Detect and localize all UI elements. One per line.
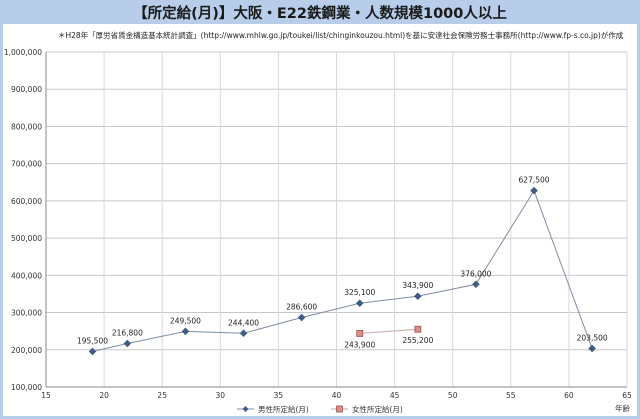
x-tick-label: 35 [274,391,284,400]
y-tick-label: 600,000 [11,197,42,206]
data-label: 343,900 [402,281,433,290]
data-point-male [355,299,364,308]
x-axis-title: 年齢 [615,403,630,413]
data-label: 249,500 [170,316,201,325]
data-label: 203,500 [577,333,608,342]
x-tick-label: 15 [41,391,51,400]
data-point-male [88,347,97,356]
data-label: 325,100 [344,288,375,297]
y-tick-label: 1,000,000 [4,48,42,57]
legend-female-label: 女性所定給(月) [352,404,403,414]
x-tick-label: 20 [99,391,109,400]
data-label: 286,600 [286,303,317,312]
x-tick-label: 50 [448,391,458,400]
x-tick-label: 45 [390,391,400,400]
chart-title: 【所定給(月)】大阪・E22鉄鋼業・人数規模1000人以上 [133,6,507,22]
data-label: 627,500 [519,176,550,185]
y-tick-label: 700,000 [11,160,42,169]
data-point-male [413,292,422,301]
data-point-male [123,339,132,348]
y-tick-label: 900,000 [11,85,42,94]
x-tick-label: 65 [622,391,632,400]
y-tick-label: 100,000 [11,383,42,392]
legend-male-label: 男性所定給(月) [258,404,309,414]
y-tick-label: 300,000 [11,309,42,318]
y-tick-label: 800,000 [11,122,42,131]
data-label: 216,800 [112,329,143,338]
x-tick-label: 60 [564,391,574,400]
data-point-male [530,186,538,195]
data-point-female [414,325,422,333]
y-tick-label: 200,000 [11,346,42,355]
data-point-male [588,344,596,353]
data-label: 376,000 [460,269,491,278]
data-point-female [356,330,364,337]
series-line-2 [359,328,418,334]
x-tick-label: 30 [216,391,226,400]
data-point-male [181,327,190,336]
data-label: 243,900 [344,340,375,349]
data-point-male [297,313,306,322]
data-label: 255,200 [402,336,433,345]
legend-female-marker [336,405,343,413]
legend-male-marker [242,406,249,412]
series-line-1 [92,189,593,352]
y-tick-label: 400,000 [11,271,42,280]
chart-area [3,24,637,416]
data-label: 195,500 [77,336,108,345]
chart-subtitle: ＊H28年「厚労省賃金構造基本統計調査」(http://www.mhlw.go.… [58,31,624,40]
data-point-male [239,329,248,338]
data-label: 244,400 [228,318,259,327]
x-tick-label: 25 [157,391,167,400]
y-tick-label: 500,000 [11,234,42,243]
data-point-male [472,280,480,289]
x-tick-label: 55 [506,391,516,400]
x-tick-label: 40 [332,391,342,400]
